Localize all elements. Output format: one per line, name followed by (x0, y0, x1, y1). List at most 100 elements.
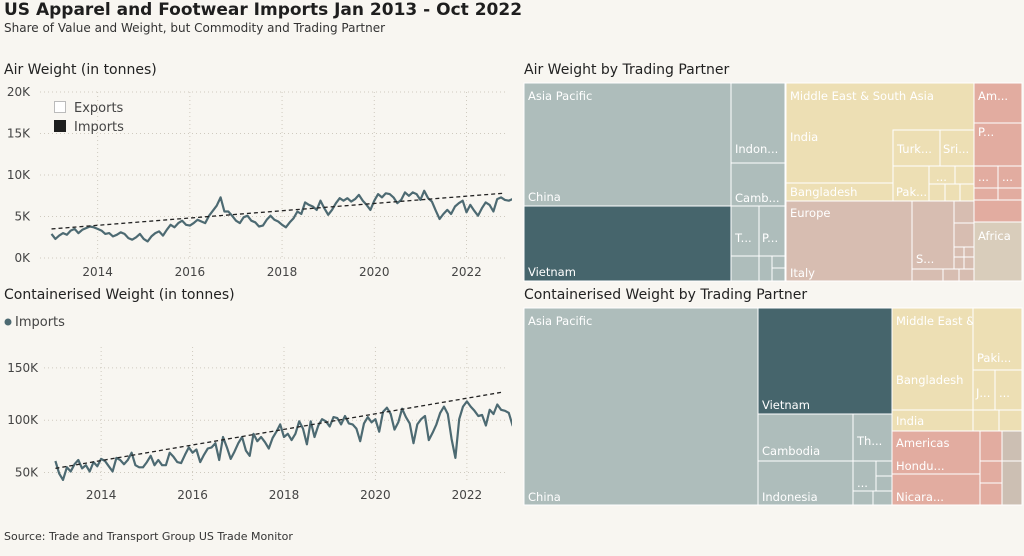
legend-label-imports: Imports (15, 315, 65, 330)
tm-cont-ap-small2 (875, 460, 893, 477)
y-tick-label: 150K (7, 361, 39, 375)
tm-cont-china (523, 307, 759, 506)
tm-cont-am-small1 (979, 430, 1003, 462)
y-tick-label: 5K (14, 210, 31, 224)
tm-air-indonesia-label: Indon... (735, 142, 778, 156)
tm-air-p (758, 205, 786, 257)
x-tick-label: 2020 (360, 488, 391, 502)
tm-cont-region-americas: Americas (896, 436, 949, 450)
tm-cont-other2 (1001, 460, 1023, 506)
tm-air-vietnam-label: Vietnam (528, 265, 576, 279)
tm-air-srilanka-label: Sri... (943, 142, 969, 156)
source-note: Source: Trade and Transport Group US Tra… (4, 530, 293, 543)
tm-air-me-small1-label: ... (936, 170, 947, 184)
y-tick-label: 50K (15, 466, 39, 480)
legend-swatch-imports (54, 120, 66, 132)
legend-swatch-exports (54, 101, 66, 113)
tm-cont-thailand-label: Th... (856, 434, 882, 448)
tm-air-pakistan-label: Pak... (896, 185, 927, 199)
x-tick-label: 2022 (451, 265, 482, 279)
tm-air-s (911, 200, 955, 270)
tm-air-am-p-label: P... (978, 125, 994, 139)
page-title: US Apparel and Footwear Imports Jan 2013… (4, 0, 523, 20)
tm-air-china (523, 82, 732, 207)
tm-cont-thailand (852, 413, 893, 462)
tm-air-africa-label: Africa (978, 229, 1011, 243)
y-tick-label: 15K (7, 127, 31, 141)
x-tick-label: 2018 (267, 265, 298, 279)
legend-marker-imports (4, 318, 12, 326)
tm-air-am-p (973, 122, 1023, 167)
tm-air-indonesia (730, 82, 786, 164)
x-tick-label: 2020 (359, 265, 390, 279)
tm-air-region-middle-east: Middle East & South Asia (790, 89, 934, 103)
series-line-imports (50, 189, 512, 243)
tm-cont-indonesia-label: Indonesia (762, 490, 818, 504)
trend-line (51, 192, 504, 230)
tm-cont-india-label: India (896, 414, 924, 428)
page-subtitle: Share of Value and Weight, but Commodity… (4, 21, 386, 35)
y-tick-label: 0K (14, 251, 31, 265)
x-tick-label: 2022 (452, 488, 483, 502)
series-line-imports (54, 400, 512, 481)
x-tick-label: 2014 (86, 488, 117, 502)
tm-cont-region-asia-pacific: Asia Pacific (528, 314, 592, 328)
tm-air-vietnam (523, 205, 732, 282)
tm-cont-ap-small5 (872, 490, 893, 506)
legend-label-imports: Imports (74, 120, 124, 135)
tm-air-turkey-label: Turk... (896, 142, 932, 156)
tm-air-t-label: T... (734, 231, 752, 245)
tm-air-china-label: China (528, 190, 561, 204)
tm-air-am-small2-label: ... (1002, 170, 1013, 184)
tm-cont-me-small1 (994, 369, 1023, 411)
tm-cont-cambodia-label: Cambodia (762, 444, 820, 458)
tm-cont-pakistan-label: Paki... (977, 351, 1011, 365)
air-weight-line-chart: 0K 5K 10K 15K 20K 2014 2016 2018 2020 2022 Exports… (7, 85, 512, 279)
y-tick-label: 100K (7, 413, 39, 427)
tm-air-italy-label: Italy (790, 266, 815, 280)
tm-air-region-asia-pacific: Asia Pacific (528, 89, 592, 103)
x-tick-label: 2018 (269, 488, 300, 502)
tm-air-s-label: S... (916, 252, 934, 266)
tm-air-ap-small4 (771, 267, 786, 282)
y-tick-label: 20K (7, 85, 31, 99)
x-tick-label: 2014 (82, 265, 113, 279)
tm-air-americas-label: Am... (978, 89, 1008, 103)
legend-label-exports: Exports (74, 101, 124, 116)
tm-cont-honduras-label: Hondu... (896, 459, 945, 473)
x-tick-label: 2016 (177, 488, 208, 502)
tm-cont-am-small2 (979, 460, 1003, 484)
tm-air-cambodia (730, 162, 786, 207)
tm-air-region-europe: Europe (790, 206, 830, 220)
tm-cont-me-small3 (998, 409, 1023, 432)
tm-cont-other1 (1001, 430, 1023, 462)
tm-cont-nicaragua (891, 473, 981, 506)
container-weight-chart-title: Containerised Weight (in tonnes) (4, 287, 235, 303)
tm-air-bangladesh-label: Bangladesh (790, 185, 857, 199)
tm-cont-ap-small4 (852, 490, 874, 506)
containerised-weight-line-chart: 50K 100K 150K 2014 2016 2018 2020 2022 Imports (4, 315, 512, 502)
tm-cont-me-small1-label: ... (999, 386, 1010, 400)
tm-air-p-label: P... (762, 231, 778, 245)
tm-cont-indonesia (757, 460, 854, 506)
tm-cont-ap-small1-label: ... (857, 476, 868, 490)
x-tick-label: 2016 (175, 265, 206, 279)
tm-air-americas (973, 82, 1023, 124)
tm-cont-china-label: China (528, 490, 561, 504)
tm-cont-me-small2 (972, 409, 1000, 432)
tm-cont-honduras (891, 430, 981, 475)
tm-cont-j-label: J... (975, 386, 990, 400)
trend-line (55, 391, 504, 469)
tm-air-italy (785, 200, 913, 282)
air-weight-chart-title: Air Weight (in tonnes) (4, 62, 157, 78)
tm-air-india-label: India (790, 130, 818, 144)
tm-cont-ap-small3 (875, 475, 893, 492)
tm-air-am-small1-label: ... (978, 170, 989, 184)
tm-cont-pakistan (972, 307, 1023, 371)
tm-air-africa (973, 221, 1023, 282)
tm-cont-vietnam-label: Vietnam (762, 398, 810, 412)
tm-air-cambodia-label: Camb... (735, 191, 780, 205)
tm-cont-nicaragua-label: Nicara... (896, 490, 944, 504)
